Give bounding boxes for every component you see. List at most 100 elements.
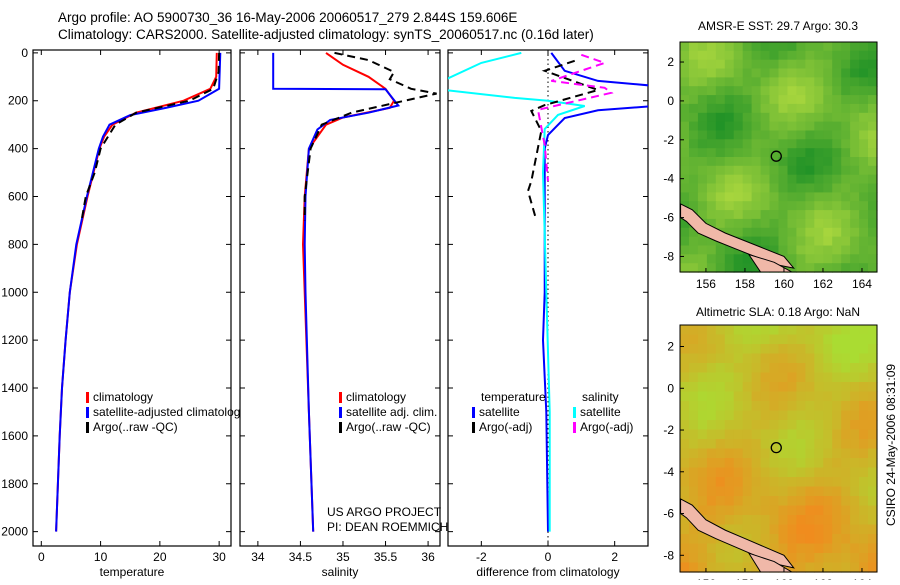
map-cell (724, 477, 735, 488)
map-cell (742, 201, 753, 211)
map-cell (680, 543, 690, 554)
map-cell (868, 543, 878, 554)
map-cell (850, 50, 860, 61)
map-cell (832, 562, 842, 573)
map-cell (796, 401, 806, 412)
map-cell (850, 515, 860, 526)
map-cell (841, 68, 851, 78)
map-cell (805, 218, 815, 229)
map-cell (778, 59, 789, 70)
map-cell (796, 363, 806, 374)
map-cell (689, 401, 699, 412)
map-cell (841, 505, 851, 516)
map-cell (823, 218, 833, 229)
map-cell (733, 448, 744, 459)
map-cell (715, 477, 726, 488)
map-cell (814, 410, 824, 421)
map-cell (805, 50, 815, 61)
map-cell (760, 458, 771, 469)
map-cell (814, 218, 824, 229)
map-cell (859, 192, 869, 202)
map-cell (751, 50, 762, 61)
y-tick-label: 1800 (1, 477, 28, 491)
map-cell (832, 477, 842, 488)
map-cell (751, 477, 762, 488)
map-cell (742, 334, 753, 345)
map-cell (805, 325, 815, 336)
map-cell (796, 448, 806, 459)
map-cell (724, 543, 735, 554)
map-cell (760, 218, 771, 229)
legend-swatch (86, 407, 89, 418)
map-cell (715, 95, 726, 105)
map-cell (680, 344, 690, 355)
map-cell (751, 524, 762, 535)
map-cell (680, 77, 690, 87)
map-cell (796, 543, 806, 554)
map-cell (796, 148, 806, 158)
map-cell (796, 103, 806, 114)
map-cell (706, 192, 717, 202)
map-cell (814, 139, 824, 149)
map-panel-1: 156 158 160 162 164 2 0 -2 -4 -6 -8 (663, 41, 878, 291)
map-cell (796, 439, 806, 450)
map-cell (823, 103, 833, 114)
map-cell (742, 382, 753, 393)
map-cell (778, 245, 789, 255)
map-cell (742, 130, 753, 140)
map-cell (814, 245, 824, 255)
map-cell (787, 227, 798, 238)
map-cell (814, 448, 824, 459)
map-cell (841, 201, 851, 211)
map-cell (814, 524, 824, 535)
map-cell (760, 515, 771, 526)
map-cell (715, 458, 726, 469)
map-cell (778, 420, 789, 431)
map-cell (868, 183, 878, 193)
map-cell (832, 183, 842, 193)
x-tick-label: 0 (38, 550, 45, 564)
map-cell (868, 334, 878, 345)
map-cell (724, 201, 735, 211)
map-cell (689, 534, 699, 545)
map-cell (868, 553, 878, 564)
map-cell (751, 218, 762, 229)
map-cell (689, 344, 699, 355)
map-cell (832, 174, 842, 185)
map-cell (680, 263, 690, 273)
map-cell (832, 448, 842, 459)
map-cell (769, 192, 780, 202)
map-cell (715, 429, 726, 440)
map-cell (733, 505, 744, 516)
map-cell (868, 68, 878, 78)
map-cell (697, 486, 708, 497)
map-cell (680, 183, 690, 193)
map-cell (778, 68, 789, 78)
map-cell (689, 42, 699, 52)
map-cell (796, 353, 806, 364)
map-cell (841, 254, 851, 264)
map-cell (787, 201, 798, 211)
map-cell (706, 245, 717, 255)
legend-swatch (472, 422, 475, 433)
map-cell (733, 95, 744, 105)
map-cell (751, 59, 762, 70)
map-cell (823, 192, 833, 202)
map-cell (823, 363, 833, 374)
series-line-salinity-argo-adj- (536, 53, 614, 182)
map-cell (680, 218, 690, 229)
map-cell (814, 325, 824, 336)
map-cell (697, 103, 708, 114)
map-cell (868, 112, 878, 123)
map-cell (769, 77, 780, 87)
map-cell (850, 458, 860, 469)
map-cell (868, 429, 878, 440)
map-cell (715, 363, 726, 374)
map-cell (796, 210, 806, 220)
map-cell (823, 68, 833, 78)
map-cell (805, 263, 815, 273)
map-cell (796, 192, 806, 202)
map-cell (850, 363, 860, 374)
map-cell (778, 201, 789, 211)
